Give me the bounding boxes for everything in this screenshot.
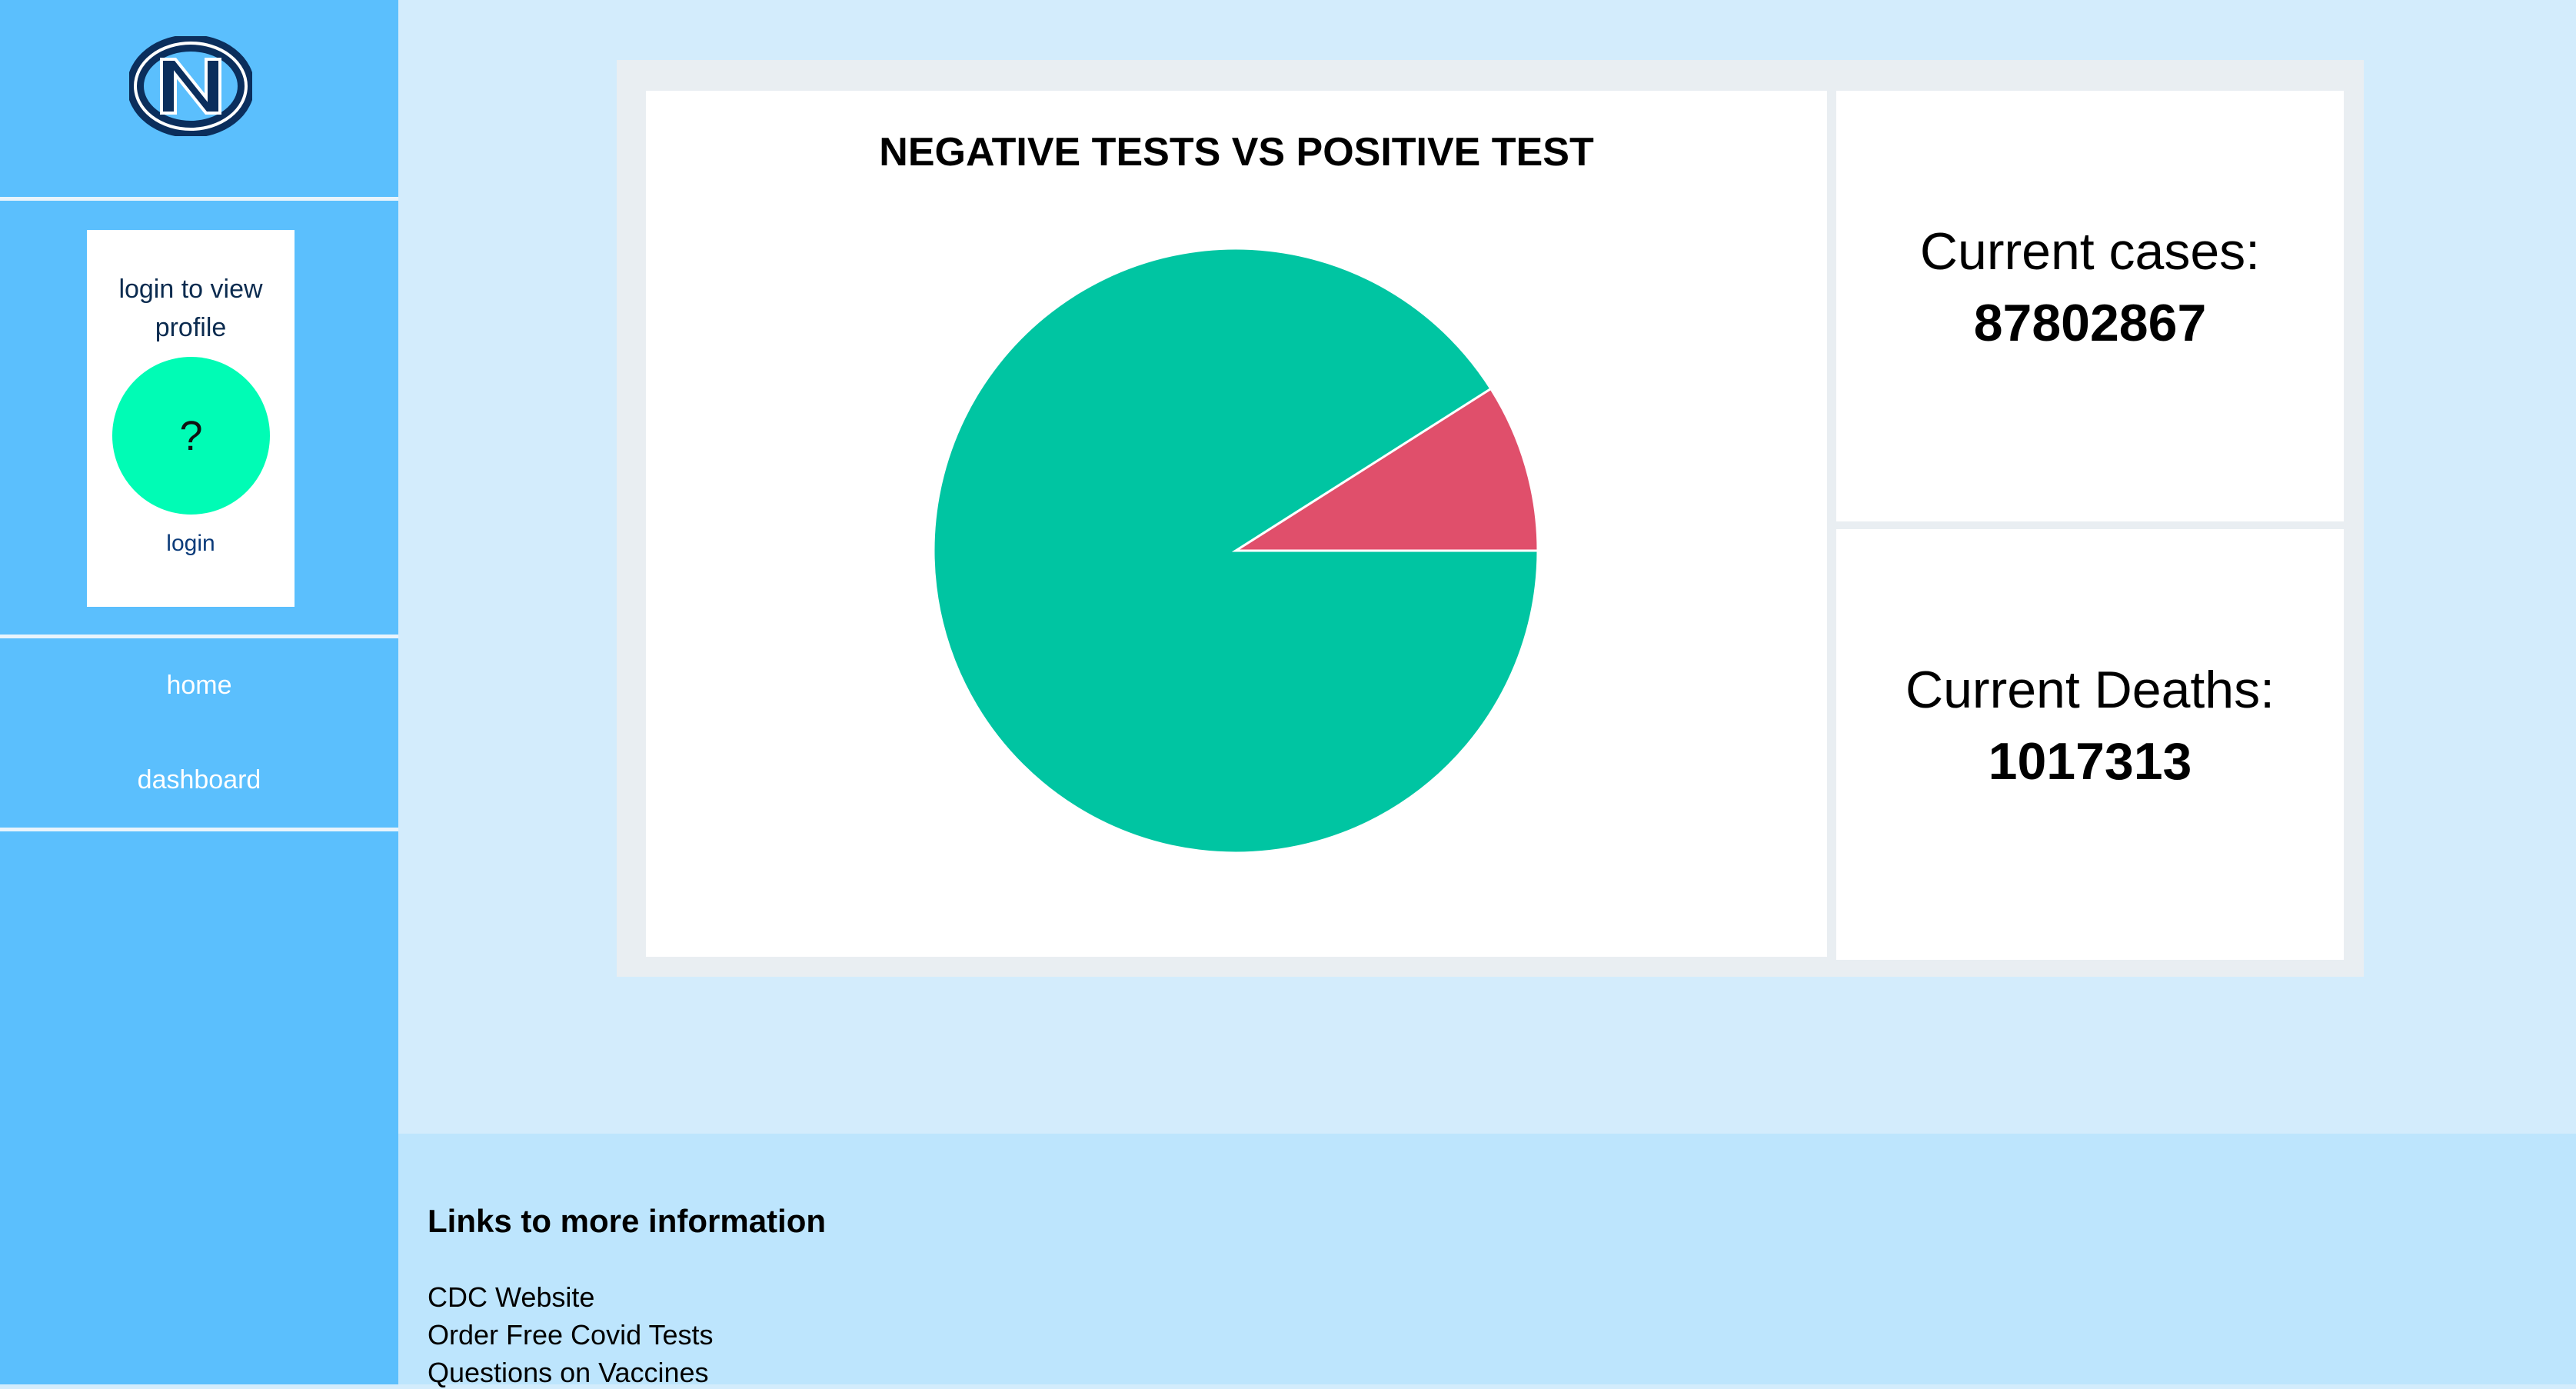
current-cases-value: 87802867 <box>1973 294 2207 352</box>
current-cases-label: Current cases: <box>1919 222 2261 281</box>
sidebar-divider <box>0 197 398 201</box>
footer: Links to more information CDC Website Or… <box>398 1134 2576 1388</box>
chart-title: NEGATIVE TESTS VS POSITIVE TEST <box>879 130 1594 175</box>
sidebar-divider <box>0 635 398 638</box>
nav-item-dashboard[interactable]: dashboard <box>137 765 261 794</box>
avatar-placeholder-icon: ? <box>179 412 203 459</box>
profile-prompt: login to view profile <box>118 275 263 342</box>
footer-heading: Links to more information <box>428 1203 827 1239</box>
footer-link-vaccines[interactable]: Questions on Vaccines <box>428 1357 709 1388</box>
current-deaths-card: Current Deaths: 1017313 <box>1836 529 2344 960</box>
nav-item-home[interactable]: home <box>166 671 232 700</box>
unc-logo-icon[interactable] <box>129 36 252 136</box>
current-deaths-label: Current Deaths: <box>1905 661 2275 719</box>
profile-card: login to view profile ? login <box>87 230 295 607</box>
chart-card: NEGATIVE TESTS VS POSITIVE TEST <box>646 91 1827 957</box>
pie-slice-negative <box>932 247 1539 854</box>
pie-chart <box>932 247 1539 854</box>
sidebar-divider <box>0 828 398 831</box>
avatar: ? <box>112 357 270 515</box>
footer-link-cdc[interactable]: CDC Website <box>428 1281 595 1313</box>
current-cases-card: Current cases: 87802867 <box>1836 91 2344 521</box>
pie-slice-positive <box>1231 387 1539 552</box>
current-deaths-value: 1017313 <box>1988 732 2192 791</box>
sidebar: login to view profile ? login home dashb… <box>0 0 398 1384</box>
footer-link-free-tests[interactable]: Order Free Covid Tests <box>428 1319 714 1351</box>
login-link[interactable]: login <box>166 531 215 556</box>
